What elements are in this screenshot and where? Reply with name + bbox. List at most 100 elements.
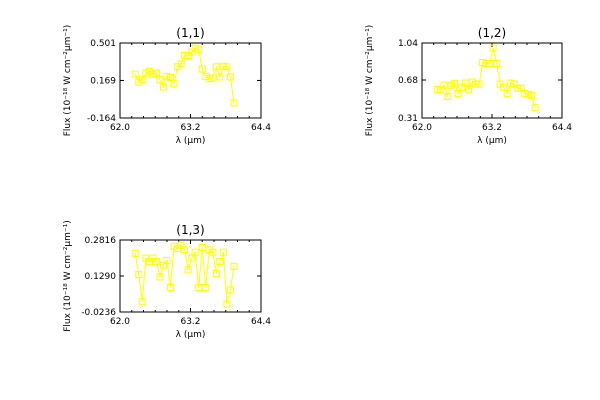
data-point: [131, 70, 139, 78]
data-point: [230, 262, 238, 270]
data-point: [177, 241, 185, 249]
x-axis-label: λ (μm): [477, 136, 507, 146]
x-axis-label: λ (μm): [176, 136, 206, 146]
data-point: [152, 69, 160, 77]
y-tick-label: 0.501: [90, 39, 116, 49]
data-point: [510, 80, 518, 88]
data-point: [503, 89, 511, 97]
data-point: [170, 242, 178, 250]
data-point: [212, 63, 220, 71]
y-axis-label: Flux (10⁻¹⁸ W cm⁻²μm⁻¹): [63, 220, 73, 332]
y-tick-label: 0.68: [398, 76, 418, 86]
data-point: [223, 300, 231, 308]
data-point: [159, 261, 167, 269]
x-tick-label: 63.2: [180, 123, 200, 133]
chart-title: (1,2): [478, 26, 506, 40]
data-point: [198, 243, 206, 251]
x-tick-label: 63.2: [482, 123, 502, 133]
x-tick-label: 62.0: [110, 317, 130, 327]
y-tick-label: 0.31: [398, 114, 418, 124]
y-tick-label: 0.169: [90, 76, 116, 86]
x-axis-label: λ (μm): [176, 330, 206, 340]
data-point: [440, 81, 448, 89]
data-point: [163, 256, 171, 264]
data-point: [444, 92, 452, 100]
data-point: [489, 44, 497, 52]
data-point: [493, 60, 501, 68]
data-point: [226, 286, 234, 294]
y-tick-label: 0.2816: [85, 236, 117, 246]
data-point: [156, 273, 164, 281]
chart-panel-1: (1,1) 62.0 63.2 64.4 0.501 0.169 -0.164 λ (μm) F…: [63, 25, 271, 146]
data-point: [209, 74, 217, 82]
data-point: [163, 72, 171, 80]
data-point: [198, 65, 206, 73]
chart-title: (1,3): [176, 223, 204, 237]
series-line: [437, 48, 536, 108]
data-point: [170, 80, 178, 88]
plot-frame: [119, 239, 262, 313]
y-axis-label: Flux (10⁻¹⁸ W cm⁻²μm⁻¹): [365, 25, 375, 137]
data-point: [181, 52, 189, 60]
data-point: [195, 46, 203, 54]
data-point: [135, 78, 143, 86]
y-axis-label: Flux (10⁻¹⁸ W cm⁻²μm⁻¹): [63, 25, 73, 137]
data-point: [209, 248, 217, 256]
data-point: [202, 72, 210, 80]
data-point: [219, 62, 227, 70]
data-point: [135, 271, 143, 279]
data-point: [202, 284, 210, 292]
x-tick-label: 62.0: [110, 123, 130, 133]
data-point: [138, 76, 146, 84]
x-tick-label: 64.4: [251, 123, 271, 133]
data-point: [219, 248, 227, 256]
data-point: [223, 63, 231, 71]
data-point: [195, 284, 203, 292]
data-point: [451, 80, 459, 88]
data-point: [191, 44, 199, 52]
data-point: [212, 269, 220, 277]
data-point: [167, 284, 175, 292]
series-line: [134, 244, 235, 305]
data-point: [188, 48, 196, 56]
data-point: [531, 104, 539, 112]
data-point: [174, 245, 182, 253]
data-point: [528, 91, 536, 99]
data-point: [184, 266, 192, 274]
data-point: [486, 60, 494, 68]
y-tick-label: -0.164: [87, 114, 116, 124]
data-point: [181, 246, 189, 254]
data-point: [145, 258, 153, 266]
data-point: [167, 74, 175, 82]
data-point: [188, 254, 196, 262]
data-point: [152, 258, 160, 266]
data-point: [138, 298, 146, 306]
x-tick-label: 64.4: [251, 317, 271, 327]
data-point: [205, 75, 213, 83]
data-point: [177, 60, 185, 68]
x-tick-label: 64.4: [552, 123, 572, 133]
data-point: [226, 73, 234, 81]
x-tick-label: 63.2: [180, 317, 200, 327]
data-point: [465, 85, 473, 93]
x-tick-label: 62.0: [412, 123, 432, 133]
data-point: [159, 83, 167, 91]
data-point: [475, 80, 483, 88]
data-point: [205, 246, 213, 254]
y-tick-label: -0.0236: [81, 308, 116, 318]
data-point: [142, 254, 150, 262]
data-point: [149, 254, 157, 262]
data-point: [230, 99, 238, 107]
y-tick-label: 0.1290: [85, 272, 117, 282]
data-point: [216, 258, 224, 266]
data-point: [216, 73, 224, 81]
data-point: [156, 76, 164, 84]
y-tick-label: 1.04: [398, 39, 418, 49]
chart-title: (1,1): [176, 26, 204, 40]
data-point: [142, 69, 150, 77]
data-point: [131, 249, 139, 257]
data-point: [191, 248, 199, 256]
chart-panel-2: (1,2) 62.0 63.2 64.4 1.04 0.68 0.31 λ (μm) Flux …: [365, 25, 572, 146]
data-point: [149, 70, 157, 78]
